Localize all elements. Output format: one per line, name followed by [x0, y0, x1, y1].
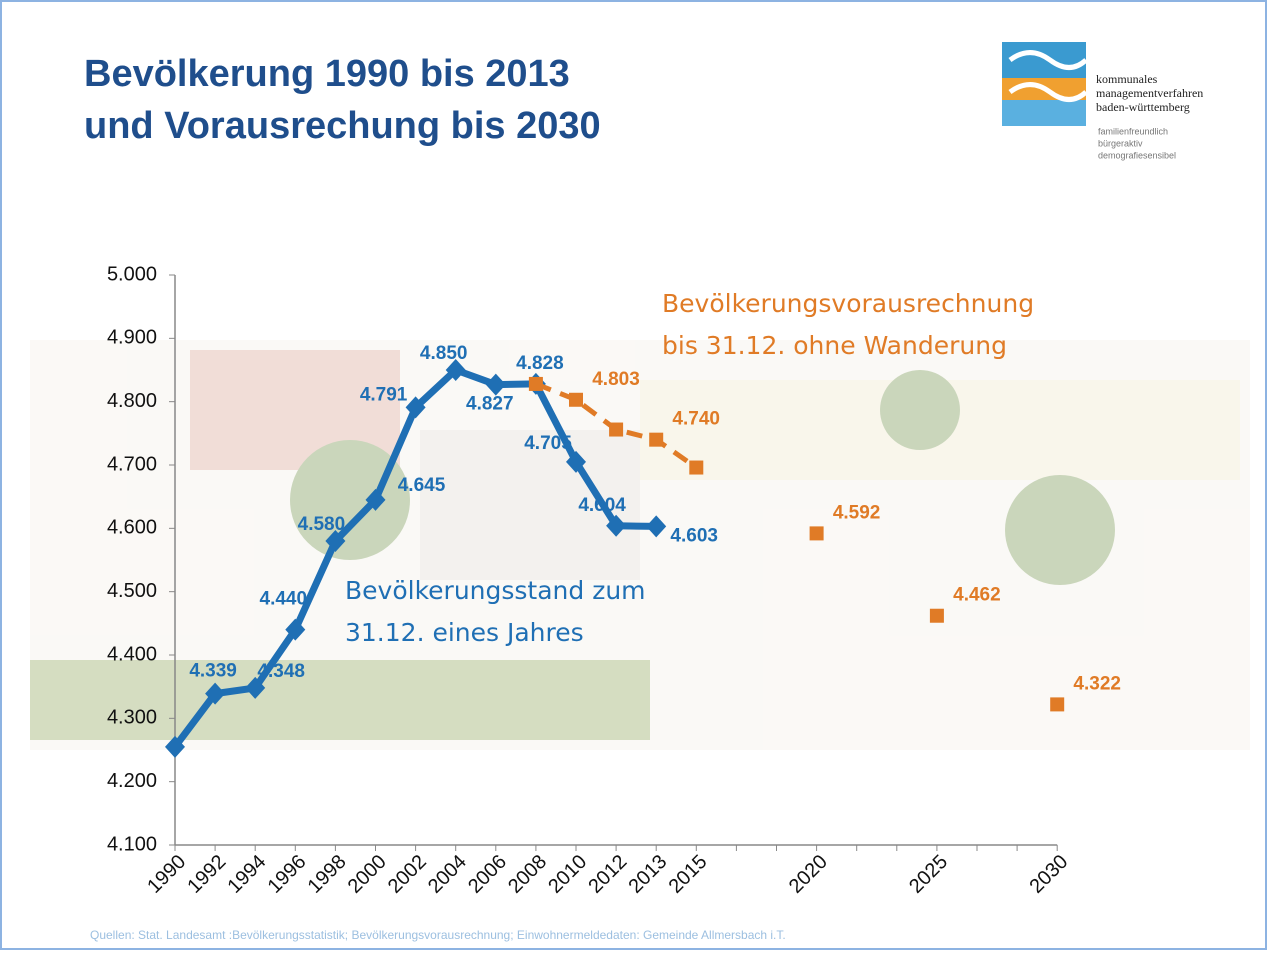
marker — [930, 609, 944, 623]
y-tick-label: 5.000 — [107, 263, 157, 285]
title-line: und Vorausrechung bis 2030 — [84, 105, 601, 147]
data-label: 4.592 — [833, 502, 881, 523]
data-label: 4.791 — [360, 384, 408, 405]
y-tick-label: 4.700 — [107, 453, 157, 475]
logo-text: baden-württemberg — [1096, 100, 1190, 114]
logo-tag: bürgeraktiv — [1098, 138, 1143, 148]
annotation: bis 31.12. ohne Wanderung — [662, 331, 1007, 360]
title-line: Bevölkerung 1990 bis 2013 — [84, 53, 570, 95]
source-note: Quellen: Stat. Landesamt :Bevölkerungsst… — [90, 928, 786, 942]
data-label: 4.462 — [953, 585, 1001, 606]
data-label: 4.705 — [524, 433, 572, 454]
data-label: 4.850 — [420, 343, 468, 364]
data-label: 4.828 — [516, 353, 564, 374]
data-label: 4.440 — [260, 589, 308, 610]
marker — [529, 377, 543, 391]
data-label: 4.604 — [578, 495, 626, 516]
data-label: 4.827 — [466, 394, 514, 415]
logo-text: kommunales — [1096, 72, 1158, 86]
annotation: Bevölkerungsvorausrechnung — [662, 289, 1034, 318]
slide: Bevölkerung 1990 bis 2013 und Vorausrech… — [0, 0, 1267, 950]
y-tick-label: 4.400 — [107, 643, 157, 665]
marker — [609, 423, 623, 437]
y-tick-label: 4.200 — [107, 770, 157, 792]
data-label: 4.322 — [1073, 673, 1121, 694]
marker — [649, 433, 663, 447]
y-tick-label: 4.100 — [107, 833, 157, 855]
data-label: 4.348 — [257, 661, 305, 682]
y-tick-label: 4.900 — [107, 327, 157, 349]
annotation: Bevölkerungsstand zum — [345, 576, 646, 605]
data-label: 4.580 — [298, 514, 346, 535]
data-label: 4.740 — [672, 409, 720, 430]
marker — [689, 461, 703, 475]
logo-text: managementverfahren — [1096, 86, 1203, 100]
annotation: 31.12. eines Jahres — [345, 618, 584, 647]
marker — [569, 393, 583, 407]
logo-tag: demografiesensibel — [1098, 150, 1176, 160]
logo-tag: familienfreundlich — [1098, 126, 1168, 136]
y-tick-label: 4.800 — [107, 390, 157, 412]
data-label: 4.339 — [189, 661, 237, 682]
data-label: 4.803 — [592, 369, 640, 390]
y-tick-label: 4.300 — [107, 707, 157, 729]
data-label: 4.603 — [670, 525, 718, 546]
y-tick-label: 4.500 — [107, 580, 157, 602]
y-tick-label: 4.600 — [107, 517, 157, 539]
data-label: 4.645 — [398, 475, 446, 496]
marker — [810, 526, 824, 540]
marker — [1050, 697, 1064, 711]
